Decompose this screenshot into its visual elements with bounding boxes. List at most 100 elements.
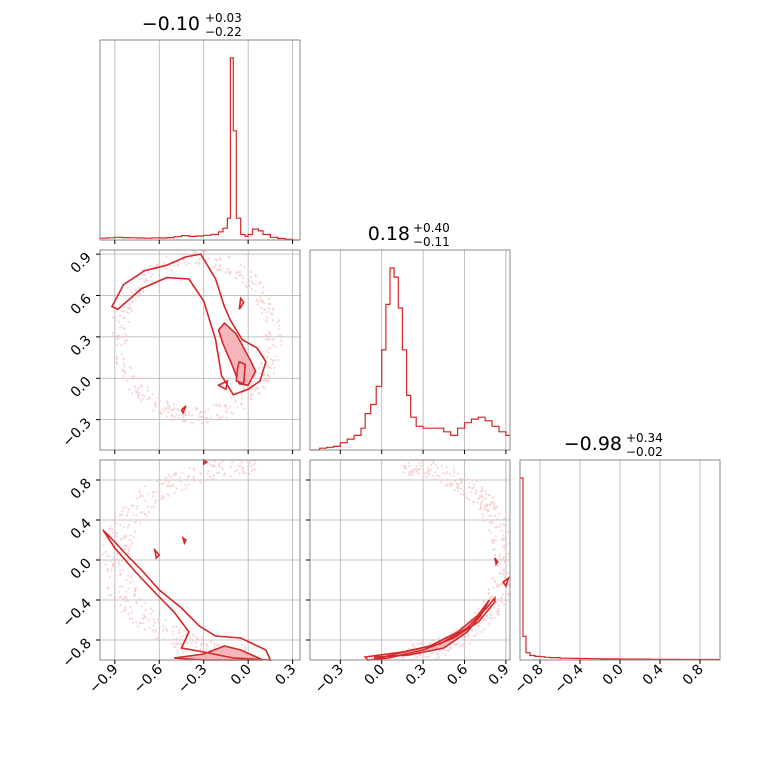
scatter-point-0-363 [240, 397, 244, 400]
scatter-point-1-174 [155, 637, 158, 641]
scatter-point-2-350 [502, 556, 505, 559]
scatter-point-1-385 [131, 580, 135, 583]
scatter-point-1-226 [183, 629, 186, 632]
scatter-point-1-36 [129, 581, 132, 584]
scatter-point-1-244 [132, 594, 135, 597]
scatter-point-0-143 [274, 359, 277, 362]
scatter-point-0-395 [236, 271, 239, 274]
scatter-point-0-412 [253, 274, 257, 277]
scatter-point-2-16 [483, 508, 486, 511]
scatter-point-2-299 [448, 473, 451, 476]
scatter-point-1-162 [164, 619, 167, 622]
scatter-point-0-147 [141, 397, 144, 400]
scatter-point-0-29 [145, 277, 148, 280]
scatter-point-1-182 [122, 506, 125, 509]
scatter-point-0-295 [123, 310, 126, 313]
scatter-point-2-95 [502, 523, 505, 526]
scatter-point-0-130 [275, 355, 278, 358]
scatter-point-1-274 [160, 482, 163, 485]
scatter-point-1-189 [132, 504, 135, 507]
scatter-point-0-53 [141, 385, 144, 388]
scatter-point-2-321 [414, 656, 417, 659]
scatter-point-2-418 [467, 486, 471, 489]
scatter-point-0-360 [122, 358, 125, 361]
scatter-point-0-118 [124, 339, 127, 342]
scatter-point-1-394 [110, 568, 113, 571]
scatter-point-1-380 [248, 472, 251, 476]
xtick-label-1-4: 0.9 [486, 662, 513, 689]
histogram-layer [100, 57, 720, 661]
scatter-point-1-139 [113, 585, 116, 588]
scatter-point-2-157 [499, 523, 502, 526]
scatter-point-0-80 [188, 411, 191, 414]
scatter-point-2-265 [456, 472, 460, 475]
scatter-point-0-306 [114, 316, 117, 319]
scatter-point-1-293 [129, 534, 132, 537]
scatter-point-2-334 [497, 585, 500, 588]
scatter-point-1-402 [196, 637, 199, 640]
scatter-point-1-112 [158, 497, 161, 500]
scatter-point-2-314 [403, 467, 406, 470]
scatter-point-2-153 [468, 498, 471, 501]
scatter-point-2-102 [501, 583, 504, 586]
scatter-point-0-163 [227, 271, 230, 274]
scatter-point-0-388 [267, 310, 270, 313]
scatter-point-2-235 [494, 505, 497, 508]
scatter-point-2-222 [482, 618, 485, 621]
scatter-point-0-411 [116, 343, 119, 346]
panel-frame-1-0 [99, 249, 301, 451]
scatter-point-2-384 [461, 477, 464, 480]
contour-fill-0-1 [235, 360, 247, 385]
xtick-label-0-3: 0.0 [228, 662, 255, 689]
scatter-point-0-323 [212, 404, 215, 407]
scatter-point-1-106 [131, 541, 134, 544]
xtick-label-1-2: 0.3 [403, 662, 430, 689]
scatter-point-2-308 [494, 535, 498, 538]
scatter-point-0-46 [119, 314, 122, 317]
scatter-point-1-6 [177, 479, 180, 482]
scatter-point-1-125 [124, 610, 127, 613]
scatter-point-1-278 [141, 617, 144, 620]
scatter-point-0-319 [224, 271, 227, 274]
scatter-point-0-374 [200, 415, 203, 418]
scatter-point-0-11 [250, 280, 253, 283]
scatter-point-2-38 [498, 555, 501, 558]
xtick-label-2-4: 0.8 [680, 662, 707, 689]
scatter-point-1-14 [149, 607, 152, 610]
scatter-point-1-266 [192, 477, 195, 480]
scatter-point-2-256 [416, 468, 419, 471]
scatter-point-0-64 [187, 262, 190, 265]
axes-frame-layer [99, 39, 721, 661]
scatter-point-0-285 [172, 419, 175, 422]
scatter-point-2-152 [495, 584, 498, 588]
scatter-point-1-197 [130, 576, 133, 579]
contour-line-1-1 [181, 536, 187, 546]
scatter-point-1-396 [171, 625, 174, 628]
scatter-point-0-236 [265, 316, 268, 319]
scatter-point-0-326 [177, 260, 180, 264]
scatter-point-2-44 [491, 577, 494, 580]
scatter-point-0-310 [276, 320, 279, 324]
scatter-point-1-97 [126, 526, 129, 529]
scatter-point-2-393 [438, 475, 441, 478]
scatter-point-0-181 [262, 373, 266, 377]
scatter-point-1-172 [133, 590, 137, 593]
scatter-point-2-301 [453, 470, 456, 474]
contour-line-2-1 [501, 575, 511, 588]
scatter-point-0-408 [216, 268, 219, 271]
scatter-point-2-320 [436, 474, 439, 477]
scatter-point-1-259 [157, 618, 160, 621]
scatter-point-0-68 [125, 335, 128, 338]
scatter-point-1-202 [175, 487, 178, 490]
scatter-point-0-6 [225, 403, 228, 406]
scatter-point-1-50 [143, 628, 146, 631]
scatter-point-1-307 [219, 461, 222, 465]
scatter-point-1-40 [124, 606, 127, 609]
scatter-point-1-83 [185, 486, 188, 490]
scatter-point-0-244 [120, 344, 123, 347]
scatter-point-2-336 [436, 467, 439, 470]
scatter-point-1-389 [206, 645, 209, 648]
scatter-point-1-38 [206, 472, 209, 475]
contour-line-1-3 [202, 458, 209, 466]
scatter-point-1-2 [111, 527, 114, 531]
